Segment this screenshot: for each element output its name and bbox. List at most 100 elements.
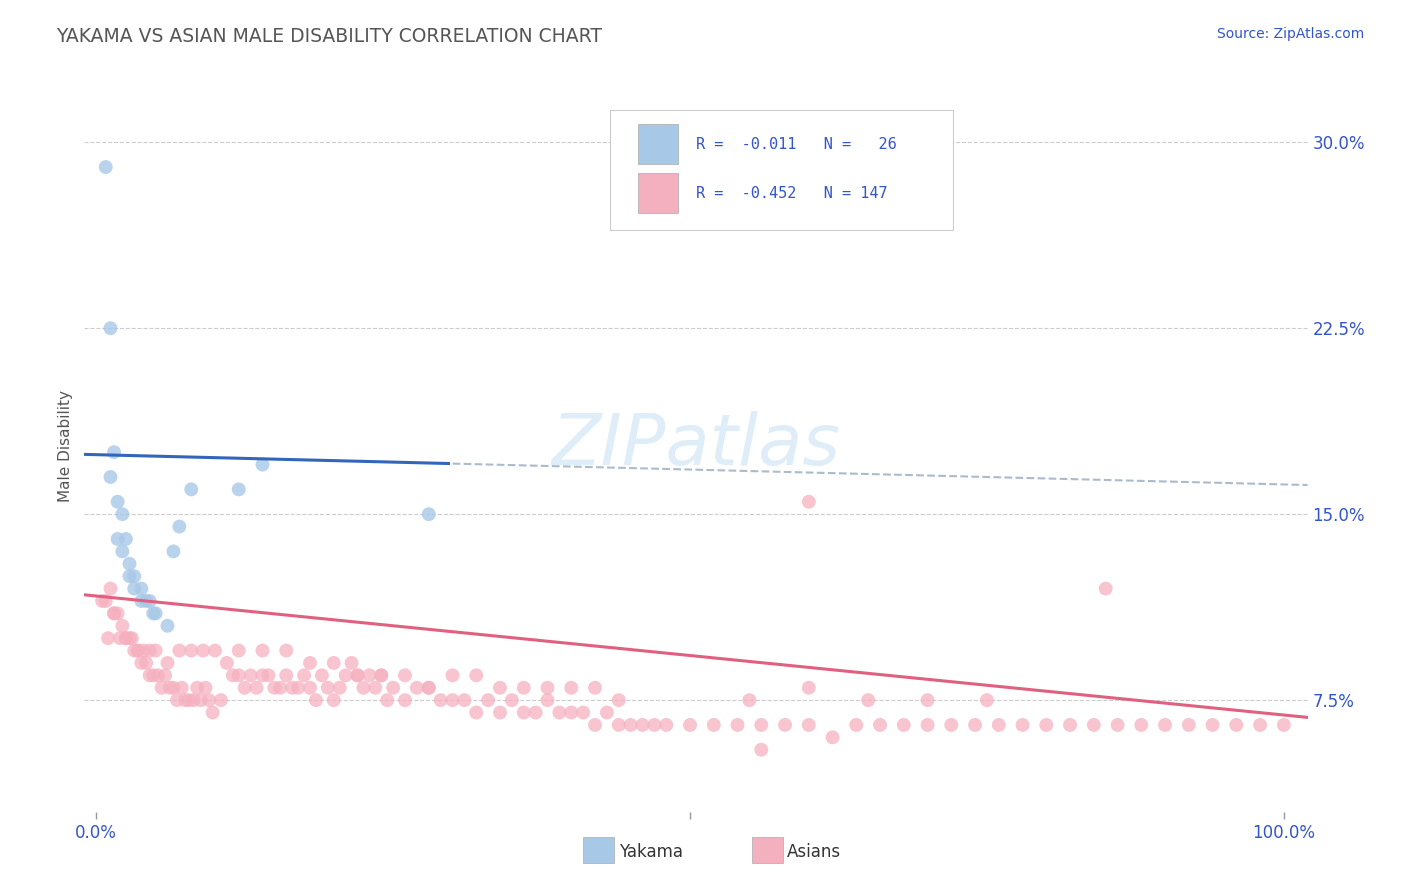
Point	[749, 718, 772, 732]
Point	[292, 668, 315, 682]
Point	[1059, 718, 1081, 732]
Point	[191, 643, 214, 657]
Point	[453, 693, 475, 707]
Point	[560, 681, 582, 695]
Point	[821, 731, 844, 745]
Point	[127, 643, 149, 657]
Point	[122, 643, 145, 657]
Point	[115, 631, 138, 645]
Point	[382, 681, 405, 695]
Point	[856, 693, 879, 707]
Point	[118, 569, 141, 583]
Point	[1107, 718, 1129, 732]
Point	[1272, 718, 1295, 732]
Point	[738, 693, 761, 707]
Text: Source: ZipAtlas.com: Source: ZipAtlas.com	[1216, 27, 1364, 41]
Point	[245, 681, 267, 695]
Point	[1083, 718, 1105, 732]
Point	[239, 668, 262, 682]
Point	[107, 495, 129, 509]
Point	[1249, 718, 1271, 732]
Point	[893, 718, 915, 732]
Point	[465, 668, 488, 682]
Point	[370, 668, 392, 682]
Point	[1130, 718, 1153, 732]
Point	[298, 656, 321, 670]
Point	[132, 643, 155, 657]
Point	[536, 693, 558, 707]
Point	[1201, 718, 1223, 732]
Point	[131, 582, 153, 596]
Point	[204, 643, 226, 657]
Point	[572, 706, 595, 720]
Point	[115, 532, 138, 546]
Point	[596, 706, 619, 720]
Point	[276, 668, 298, 682]
Point	[135, 594, 157, 608]
Point	[305, 693, 328, 707]
Point	[209, 693, 232, 707]
Point	[869, 718, 891, 732]
Point	[222, 668, 245, 682]
Point	[121, 631, 143, 645]
Text: Asians: Asians	[787, 843, 841, 861]
Point	[917, 718, 939, 732]
Point	[127, 643, 149, 657]
Point	[276, 643, 298, 657]
Point	[215, 656, 238, 670]
Point	[340, 656, 363, 670]
Point	[91, 594, 114, 608]
Point	[359, 668, 381, 682]
Point	[118, 557, 141, 571]
Point	[335, 668, 357, 682]
Point	[941, 718, 963, 732]
Text: ZIPatlas: ZIPatlas	[551, 411, 841, 481]
Point	[643, 718, 665, 732]
Point	[352, 681, 374, 695]
Point	[263, 681, 285, 695]
Point	[115, 631, 138, 645]
Point	[131, 594, 153, 608]
Point	[749, 743, 772, 757]
Point	[976, 693, 998, 707]
Point	[135, 656, 157, 670]
FancyBboxPatch shape	[610, 110, 953, 230]
Point	[107, 532, 129, 546]
Point	[727, 718, 749, 732]
Point	[228, 483, 250, 497]
Point	[269, 681, 291, 695]
Point	[228, 643, 250, 657]
Point	[94, 160, 117, 174]
Point	[560, 706, 582, 720]
Point	[257, 668, 280, 682]
Point	[963, 718, 986, 732]
Bar	[638, 124, 678, 164]
Point	[166, 693, 188, 707]
Point	[441, 668, 464, 682]
Point	[797, 681, 820, 695]
Point	[100, 582, 122, 596]
Text: Yakama: Yakama	[619, 843, 683, 861]
Point	[394, 693, 416, 707]
Point	[346, 668, 368, 682]
Point	[322, 693, 344, 707]
Point	[375, 693, 398, 707]
Point	[142, 668, 165, 682]
Point	[108, 631, 131, 645]
Point	[281, 681, 304, 695]
Point	[183, 693, 205, 707]
Point	[797, 495, 820, 509]
Point	[111, 619, 134, 633]
Point	[153, 668, 176, 682]
Text: YAKAMA VS ASIAN MALE DISABILITY CORRELATION CHART: YAKAMA VS ASIAN MALE DISABILITY CORRELAT…	[56, 27, 602, 45]
Point	[145, 643, 167, 657]
Point	[103, 607, 125, 621]
Point	[145, 607, 167, 621]
Point	[322, 656, 344, 670]
Point	[103, 445, 125, 459]
Bar	[638, 173, 678, 213]
Point	[177, 693, 200, 707]
Point	[287, 681, 309, 695]
Point	[441, 693, 464, 707]
Point	[311, 668, 333, 682]
